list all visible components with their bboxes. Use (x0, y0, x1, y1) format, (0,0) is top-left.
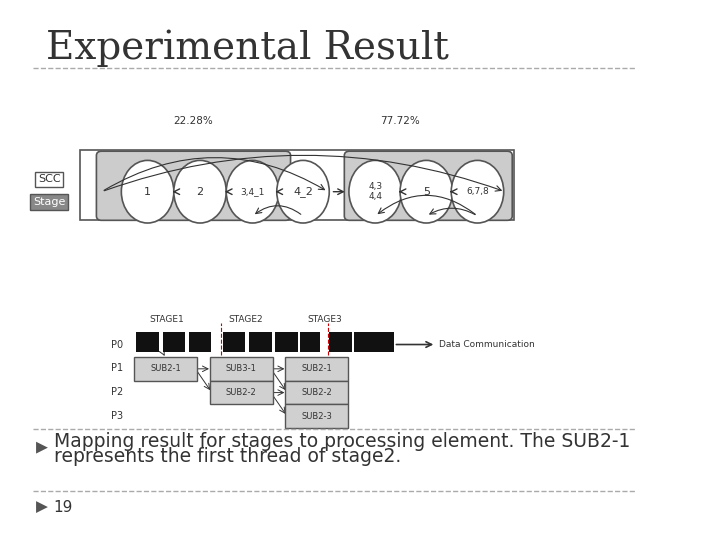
Text: P2: P2 (111, 387, 123, 397)
FancyBboxPatch shape (210, 357, 273, 381)
Bar (354, 332, 377, 352)
Text: P3: P3 (111, 411, 123, 421)
Text: SUB2-2: SUB2-2 (226, 388, 257, 397)
Text: SUB2-1: SUB2-1 (150, 364, 181, 373)
FancyBboxPatch shape (135, 357, 197, 381)
Bar (377, 332, 394, 352)
Bar (249, 332, 271, 352)
Ellipse shape (349, 160, 401, 223)
Text: P1: P1 (111, 363, 123, 373)
Text: 5: 5 (423, 187, 430, 197)
Text: SUB3-1: SUB3-1 (226, 364, 257, 373)
Bar (136, 332, 158, 352)
Ellipse shape (174, 160, 226, 223)
Bar (300, 332, 320, 352)
Ellipse shape (226, 160, 279, 223)
FancyBboxPatch shape (210, 381, 273, 404)
Text: STAGE3: STAGE3 (307, 315, 342, 324)
Polygon shape (36, 442, 48, 454)
FancyBboxPatch shape (285, 381, 348, 404)
Text: SUB2-1: SUB2-1 (302, 364, 332, 373)
Bar (163, 332, 185, 352)
Ellipse shape (276, 160, 329, 223)
Text: 4,3
4,4: 4,3 4,4 (368, 182, 382, 201)
Text: Mapping result for stages to processing element. The SUB2-1: Mapping result for stages to processing … (54, 432, 630, 451)
Text: 6,7,8: 6,7,8 (466, 187, 489, 196)
Bar (276, 332, 298, 352)
Ellipse shape (451, 160, 504, 223)
Text: 77.72%: 77.72% (380, 117, 420, 126)
Bar (223, 332, 246, 352)
Polygon shape (36, 501, 48, 513)
Text: 2: 2 (197, 187, 204, 197)
Text: STAGE2: STAGE2 (229, 315, 264, 324)
Text: 19: 19 (54, 500, 73, 515)
Bar (189, 332, 211, 352)
Text: P0: P0 (111, 340, 123, 349)
Text: 3,4_1: 3,4_1 (240, 187, 265, 196)
Text: represents the first thread of stage2.: represents the first thread of stage2. (54, 447, 401, 466)
FancyBboxPatch shape (285, 404, 348, 428)
Text: Experimental Result: Experimental Result (46, 30, 449, 67)
Text: 22.28%: 22.28% (174, 117, 213, 126)
Text: SUB2-3: SUB2-3 (302, 412, 332, 421)
Text: SUB2-2: SUB2-2 (302, 388, 332, 397)
Bar (329, 332, 351, 352)
Text: Data Communication: Data Communication (439, 340, 535, 349)
Ellipse shape (122, 160, 174, 223)
Text: 1: 1 (144, 187, 151, 197)
Text: STAGE1: STAGE1 (150, 315, 184, 324)
FancyBboxPatch shape (96, 151, 291, 220)
FancyBboxPatch shape (344, 151, 512, 220)
FancyBboxPatch shape (285, 357, 348, 381)
Text: 4_2: 4_2 (293, 186, 313, 197)
FancyBboxPatch shape (80, 150, 513, 220)
Text: SCC: SCC (38, 174, 60, 184)
Ellipse shape (400, 160, 453, 223)
Text: Stage: Stage (33, 197, 66, 207)
